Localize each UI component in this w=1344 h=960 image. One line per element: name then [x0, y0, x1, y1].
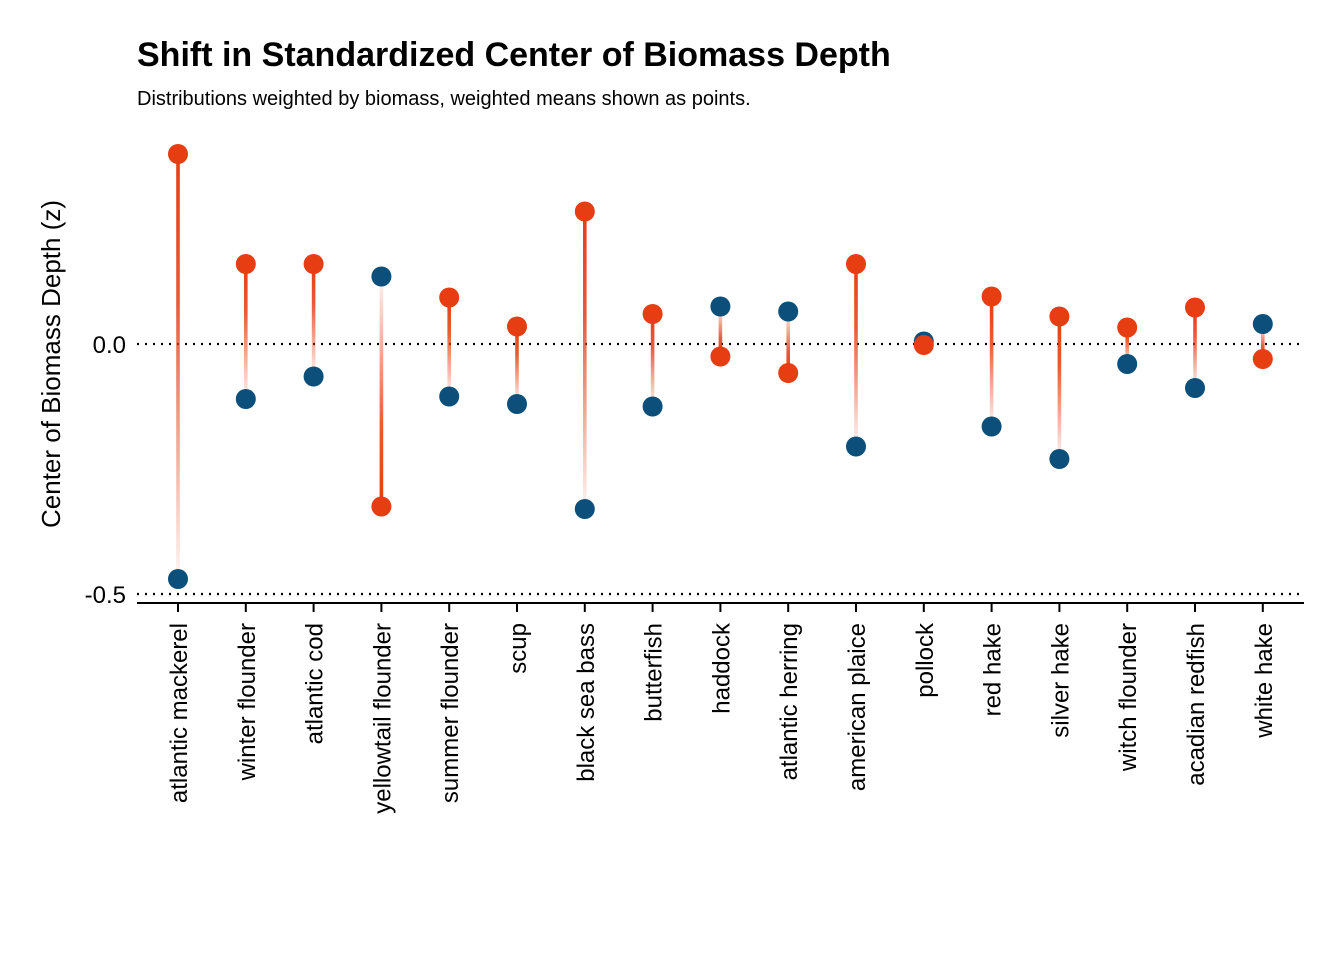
point-after — [913, 335, 934, 355]
chart-title: Shift in Standardized Center of Biomass … — [137, 36, 891, 74]
shift-segment — [244, 264, 248, 399]
shift-segments — [176, 154, 1265, 579]
point-before — [778, 301, 799, 322]
x-tick-label: black sea bass — [573, 623, 600, 782]
x-tick-label: atlantic mackerel — [166, 623, 193, 803]
point-before — [642, 396, 663, 417]
point-before — [710, 296, 731, 317]
point-before — [439, 386, 460, 407]
point-after — [235, 254, 256, 274]
point-after — [1252, 349, 1273, 369]
x-tick-label: atlantic herring — [776, 623, 803, 780]
point-after — [642, 304, 663, 324]
x-tick-label: winter flounder — [234, 623, 261, 781]
point-after — [574, 201, 595, 222]
point-after — [981, 286, 1002, 307]
x-tick-label: pollock — [912, 622, 939, 698]
x-tick-label: yellowtail flounder — [369, 623, 396, 814]
shift-segment — [718, 306, 723, 357]
point-after — [1185, 297, 1205, 318]
shift-segment — [786, 311, 790, 373]
point-after — [710, 346, 731, 367]
point-after — [778, 363, 799, 383]
point-before — [1252, 314, 1273, 334]
shift-segment — [176, 154, 180, 579]
point-after — [303, 254, 324, 274]
x-tick-label: butterfish — [641, 623, 668, 722]
point-after — [371, 496, 392, 517]
shift-segment — [650, 314, 655, 407]
x-tick-label: red hake — [980, 623, 1007, 716]
point-before — [1117, 354, 1138, 374]
point-before — [235, 389, 256, 409]
point-after — [507, 316, 527, 337]
x-tick-label: haddock — [708, 622, 735, 714]
x-tick-label: american plaice — [844, 623, 871, 791]
point-after — [439, 287, 460, 308]
chart-subtitle: Distributions weighted by biomass, weigh… — [137, 88, 751, 110]
point-before — [1049, 449, 1070, 469]
x-tick-label: scup — [505, 623, 532, 674]
shift-segment — [447, 297, 451, 397]
y-axis-title: Center of Biomass Depth (z) — [36, 200, 66, 528]
point-after — [846, 254, 866, 274]
point-before — [981, 416, 1002, 437]
point-after — [1049, 306, 1070, 327]
shift-segment — [515, 326, 519, 404]
mean-points — [168, 144, 1273, 589]
shift-segment — [1125, 327, 1129, 364]
x-axis-ticks: atlantic mackerel winter flounder atlantic… — [166, 603, 1278, 814]
point-before — [303, 366, 324, 387]
point-before — [371, 266, 392, 287]
shift-segment — [311, 264, 316, 377]
y-tick-label: -0.5 — [85, 582, 126, 609]
point-after — [168, 144, 188, 164]
point-after — [1117, 317, 1138, 338]
shift-segment — [583, 211, 587, 509]
x-tick-label: atlantic cod — [302, 623, 329, 744]
point-before — [574, 499, 595, 519]
x-tick-label: witch flounder — [1115, 623, 1142, 772]
point-before — [846, 436, 866, 457]
y-tick-label: 0.0 — [93, 332, 126, 359]
x-tick-label: white hake — [1251, 623, 1278, 739]
point-before — [168, 569, 188, 589]
shift-segment — [854, 264, 858, 447]
shift-segment — [989, 296, 994, 427]
x-tick-label: silver hake — [1047, 623, 1074, 738]
point-before — [507, 394, 527, 414]
shift-segment — [1261, 324, 1265, 359]
x-tick-label: summer flounder — [437, 623, 464, 803]
point-before — [1185, 378, 1205, 398]
shift-segment — [379, 276, 384, 507]
shift-segment — [1193, 307, 1197, 388]
shift-segment — [1057, 316, 1062, 459]
x-tick-label: acadian redfish — [1183, 623, 1210, 786]
y-axis-ticks: -0.5 0.0 — [85, 332, 126, 609]
